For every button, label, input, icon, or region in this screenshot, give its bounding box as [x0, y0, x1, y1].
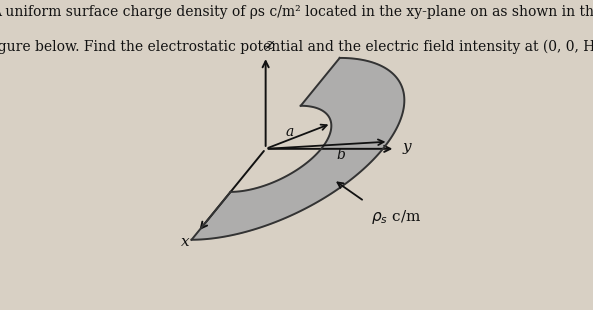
- Text: y: y: [403, 140, 412, 154]
- Text: A uniform surface charge density of ρs c/m² located in the xy-plane on as shown : A uniform surface charge density of ρs c…: [0, 5, 593, 19]
- Text: b: b: [336, 148, 345, 162]
- Text: a: a: [286, 125, 294, 139]
- Text: $\rho_s$ c/m: $\rho_s$ c/m: [371, 208, 421, 226]
- Polygon shape: [192, 58, 404, 240]
- Text: figure below. Find the electrostatic potential and the electric field intensity : figure below. Find the electrostatic pot…: [0, 39, 593, 54]
- Text: x: x: [181, 235, 190, 249]
- Text: z: z: [264, 38, 273, 52]
